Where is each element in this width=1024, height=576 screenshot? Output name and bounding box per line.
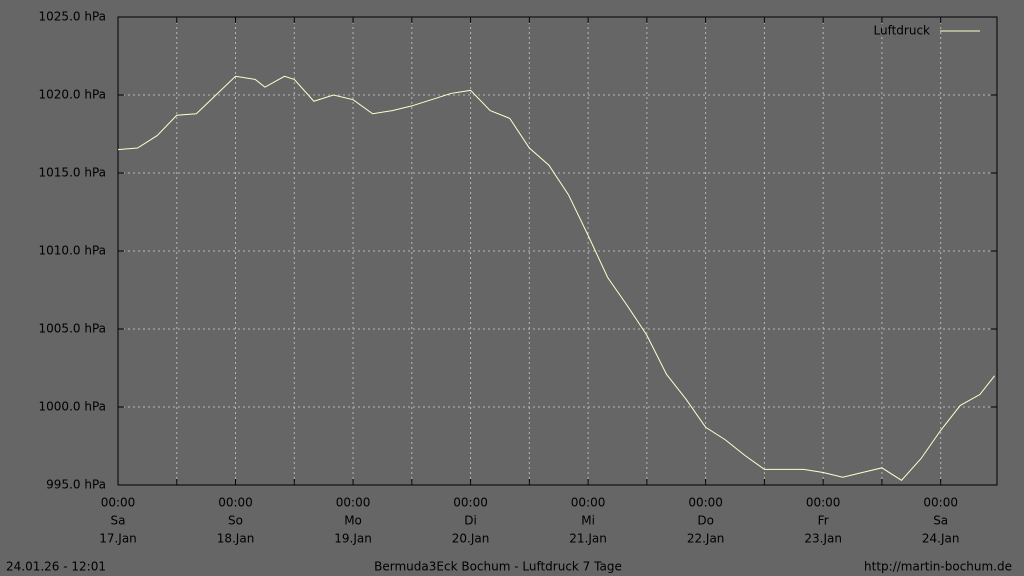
x-tick-label: 00:00: [688, 496, 723, 510]
y-tick-label: 1010.0 hPa: [39, 244, 106, 258]
x-tick-label: Mo: [344, 514, 362, 528]
x-tick-label: 17.Jan: [99, 532, 137, 546]
x-tick-label: Fr: [818, 514, 829, 528]
plot-frame: [117, 16, 998, 486]
x-tick-label: 00:00: [923, 496, 958, 510]
source: http://martin-bochum.de: [864, 560, 1012, 574]
x-tick-label: 00:00: [336, 496, 371, 510]
x-tick-label: 00:00: [453, 496, 488, 510]
x-tick-label: Sa: [111, 514, 126, 528]
legend-label: Luftdruck: [873, 24, 930, 38]
y-tick-label: 995.0 hPa: [46, 478, 106, 492]
y-tick-label: 1000.0 hPa: [39, 400, 106, 414]
x-tick-label: 00:00: [806, 496, 841, 510]
x-tick-label: So: [228, 514, 243, 528]
x-tick-label: 20.Jan: [452, 532, 490, 546]
timestamp: 24.01.26 - 12:01: [6, 560, 106, 574]
x-tick-label: 00:00: [101, 496, 136, 510]
x-tick-label: 22.Jan: [687, 532, 725, 546]
x-tick-label: Mi: [581, 514, 595, 528]
x-tick-label: 19.Jan: [334, 532, 372, 546]
x-tick-label: 00:00: [218, 496, 253, 510]
line-series: [117, 75, 995, 481]
x-tick-label: 23.Jan: [804, 532, 842, 546]
x-tick-label: 00:00: [571, 496, 606, 510]
y-tick-label: 1005.0 hPa: [39, 322, 106, 336]
x-tick-label: 24.Jan: [922, 532, 960, 546]
x-tick-label: Do: [697, 514, 714, 528]
x-tick-label: Di: [464, 514, 477, 528]
y-tick-label: 1025.0 hPa: [39, 10, 106, 24]
chart-title: Bermuda3Eck Bochum - Luftdruck 7 Tage: [374, 560, 622, 574]
y-tick-label: 1015.0 hPa: [39, 166, 106, 180]
y-tick-label: 1020.0 hPa: [39, 88, 106, 102]
x-tick-label: Sa: [933, 514, 948, 528]
x-tick-label: 21.Jan: [569, 532, 607, 546]
x-tick-label: 18.Jan: [217, 532, 255, 546]
